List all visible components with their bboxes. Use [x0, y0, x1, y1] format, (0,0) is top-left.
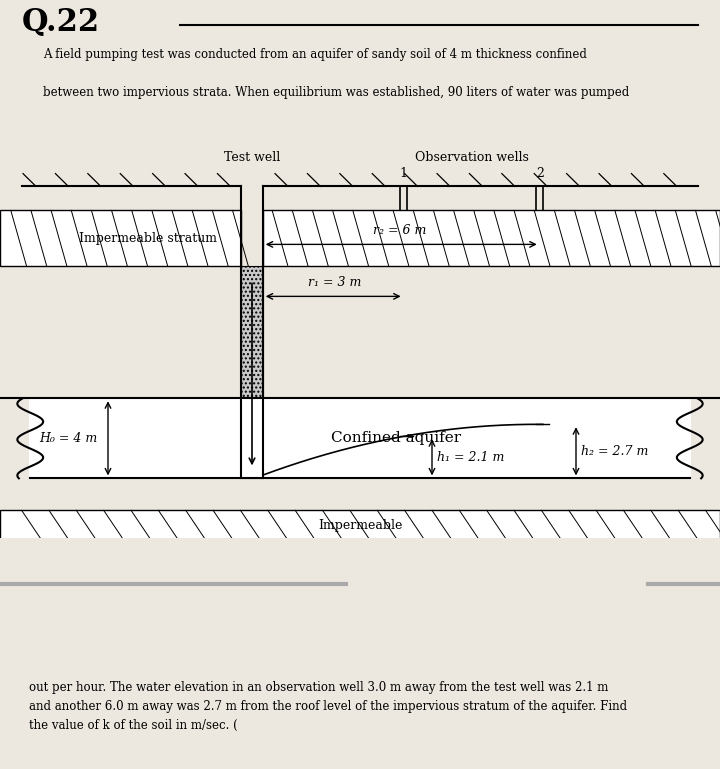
Bar [241, 266, 263, 478]
Text: Confined aquifer: Confined aquifer [331, 431, 461, 445]
Text: Q.22: Q.22 [22, 7, 100, 38]
Bar [263, 211, 720, 266]
Text: r₁ = 3 m: r₁ = 3 m [308, 276, 361, 289]
Bar [29, 398, 691, 478]
Text: out per hour. The water elevation in an observation well 3.0 m away from the tes: out per hour. The water elevation in an … [29, 681, 627, 732]
Text: H₀ = 4 m: H₀ = 4 m [40, 432, 98, 444]
Bar [0, 511, 720, 541]
Text: A field pumping test was conducted from an aquifer of sandy soil of 4 m thicknes: A field pumping test was conducted from … [43, 48, 587, 62]
Text: Observation wells: Observation wells [415, 151, 528, 165]
Text: h₁ = 2.1 m: h₁ = 2.1 m [437, 451, 505, 464]
Text: r₂ = 6 m: r₂ = 6 m [373, 225, 426, 237]
Text: 1: 1 [400, 168, 408, 181]
Text: h₂ = 2.7 m: h₂ = 2.7 m [581, 444, 649, 458]
Text: Test well: Test well [224, 151, 280, 165]
Text: between two impervious strata. When equilibrium was established, 90 liters of wa: between two impervious strata. When equi… [43, 86, 629, 99]
Bar [0, 211, 241, 266]
Text: Impermeable stratum: Impermeable stratum [79, 232, 217, 245]
Text: Impermeable: Impermeable [318, 519, 402, 532]
Text: 2: 2 [536, 168, 544, 181]
